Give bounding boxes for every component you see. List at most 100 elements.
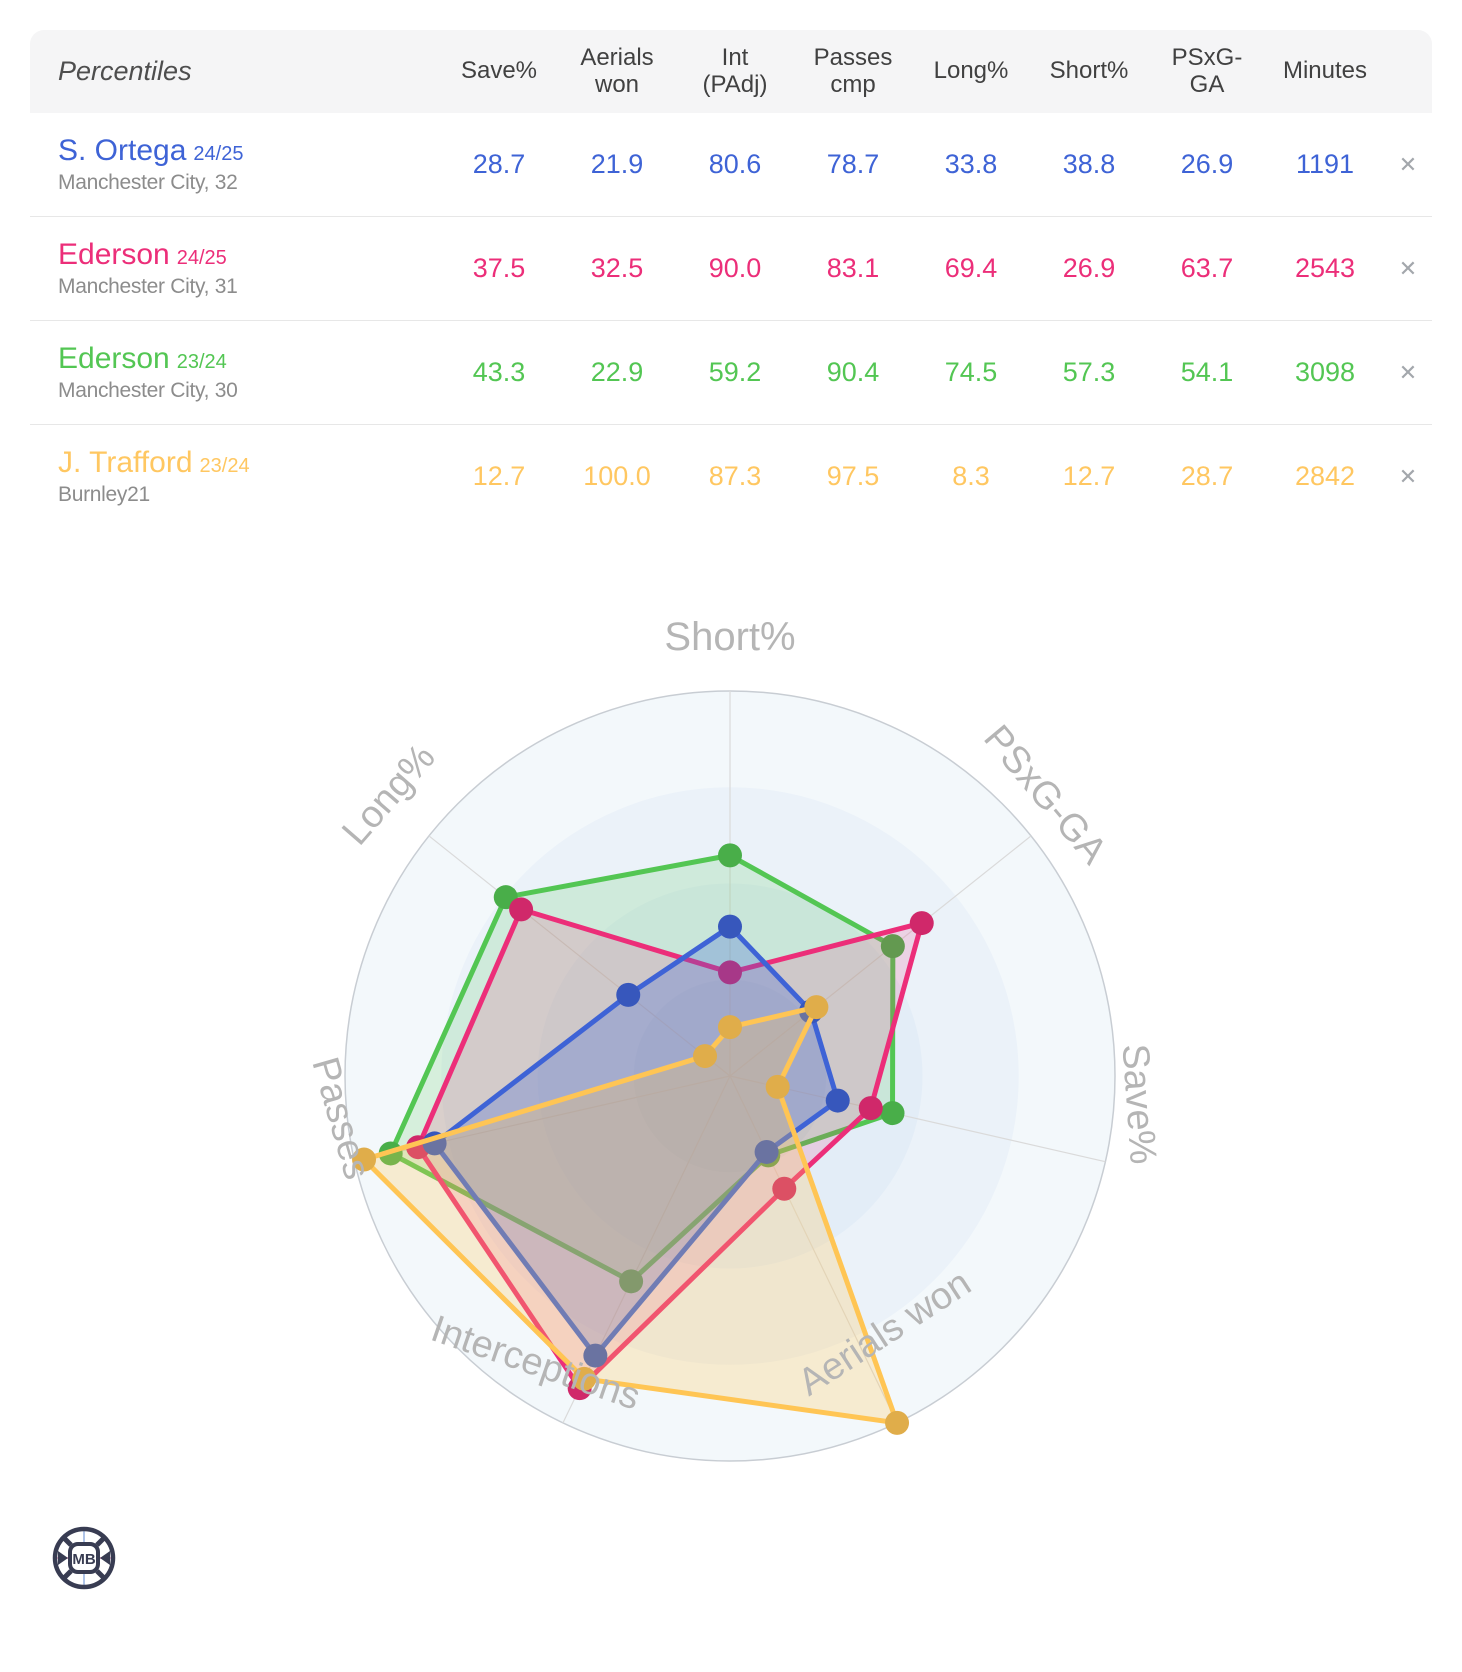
stat-value: 22.9 bbox=[590, 357, 644, 387]
stat-value: 28.7 bbox=[1180, 461, 1234, 491]
table-title: Percentiles bbox=[58, 56, 192, 86]
stat-value: 43.3 bbox=[472, 357, 526, 387]
stat-value: 2543 bbox=[1294, 253, 1356, 283]
stat-value: 38.8 bbox=[1062, 149, 1116, 179]
stat-value: 2842 bbox=[1294, 461, 1356, 491]
player-name-cell[interactable]: S. Ortega 24/25 Manchester City, 32 bbox=[30, 134, 440, 195]
column-header-1: Aerials won bbox=[580, 43, 654, 98]
radar-data-point bbox=[718, 914, 742, 939]
radar-data-point bbox=[765, 1074, 790, 1099]
stat-value: 37.5 bbox=[472, 253, 526, 283]
radar-data-point bbox=[772, 1176, 797, 1201]
stat-value: 97.5 bbox=[826, 461, 880, 491]
stat-value: 54.1 bbox=[1180, 357, 1234, 387]
stat-value: 12.7 bbox=[1062, 461, 1116, 491]
stat-value: 1191 bbox=[1295, 149, 1355, 179]
player-name-cell[interactable]: Ederson 24/25 Manchester City, 31 bbox=[30, 238, 440, 299]
table-row: S. Ortega 24/25 Manchester City, 32 28.7 21.… bbox=[30, 113, 1432, 217]
stat-value: 8.3 bbox=[952, 461, 990, 491]
logo-spoke bbox=[60, 1569, 73, 1582]
stat-value: 21.9 bbox=[590, 149, 644, 179]
logo-spoke bbox=[95, 1534, 108, 1547]
radar-data-point bbox=[572, 1366, 597, 1391]
player-season: 23/24 bbox=[176, 351, 227, 373]
stat-value: 57.3 bbox=[1062, 357, 1116, 387]
radar-grid-spoke bbox=[729, 1075, 1106, 1163]
radar-data-point bbox=[718, 1015, 742, 1040]
remove-player-button[interactable]: ✕ bbox=[1398, 255, 1418, 281]
radar-axis-label: Short% bbox=[664, 615, 795, 659]
stat-value: 100.0 bbox=[583, 461, 651, 491]
radar-data-point bbox=[754, 1139, 779, 1164]
table-header-row: Percentiles Save% Aerials won Int (PAdj) Pa… bbox=[30, 30, 1432, 113]
column-header-0: Save% bbox=[460, 57, 538, 85]
remove-player-button[interactable]: ✕ bbox=[1398, 359, 1418, 385]
remove-player-button[interactable]: ✕ bbox=[1398, 463, 1418, 489]
logo-spoke bbox=[95, 1569, 108, 1582]
stat-value: 69.4 bbox=[944, 253, 998, 283]
radar-data-point bbox=[825, 1088, 850, 1113]
stat-value: 33.8 bbox=[944, 149, 998, 179]
radar-data-point bbox=[880, 1101, 905, 1126]
stat-value: 12.7 bbox=[472, 461, 526, 491]
stat-value: 74.5 bbox=[944, 357, 998, 387]
table-row: J. Trafford 23/24 Burnley21 12.7 100.0 87.3 97… bbox=[30, 425, 1432, 528]
column-header-2: Int (PAdj) bbox=[702, 43, 768, 98]
table-row: Ederson 23/24 Manchester City, 30 43.3 22.9 5… bbox=[30, 321, 1432, 425]
logo-spoke bbox=[60, 1534, 73, 1547]
stat-value: 26.9 bbox=[1062, 253, 1116, 283]
player-name[interactable]: Ederson bbox=[58, 342, 170, 375]
radar-data-point bbox=[352, 1147, 377, 1172]
player-name[interactable]: S. Ortega bbox=[58, 134, 187, 167]
stat-value: 78.7 bbox=[826, 149, 880, 179]
column-header-4: Long% bbox=[933, 57, 1009, 85]
player-club-age: Manchester City, 30 bbox=[58, 379, 238, 402]
table-body: S. Ortega 24/25 Manchester City, 32 28.7 21.… bbox=[30, 113, 1432, 528]
logo-ball-ring bbox=[52, 1526, 116, 1590]
radar-data-point bbox=[718, 960, 742, 985]
player-name-cell[interactable]: Ederson 23/24 Manchester City, 30 bbox=[30, 342, 440, 403]
stat-value: 87.3 bbox=[708, 461, 762, 491]
stat-value: 63.7 bbox=[1180, 253, 1234, 283]
remove-player-button[interactable]: ✕ bbox=[1398, 151, 1418, 177]
radar-grid-spoke bbox=[428, 835, 731, 1077]
stat-value: 59.2 bbox=[708, 357, 762, 387]
radar-grid-spoke bbox=[729, 1075, 898, 1424]
stat-value: 90.4 bbox=[826, 357, 880, 387]
player-season: 23/24 bbox=[199, 455, 250, 477]
stat-value: 3098 bbox=[1294, 357, 1356, 387]
column-header-3: Passes cmp bbox=[813, 43, 893, 98]
column-header-5: Short% bbox=[1049, 57, 1129, 85]
stat-value: 90.0 bbox=[708, 253, 762, 283]
column-header-7: Minutes bbox=[1282, 57, 1368, 85]
stat-value: 80.6 bbox=[708, 149, 762, 179]
radar-axis-label: Long% bbox=[334, 736, 443, 853]
stat-value: 83.1 bbox=[826, 253, 880, 283]
logo-badge bbox=[68, 1542, 100, 1574]
table-row: Ederson 24/25 Manchester City, 31 37.5 32.5 9… bbox=[30, 217, 1432, 321]
radar-data-point bbox=[885, 1410, 910, 1435]
player-club-age: Manchester City, 31 bbox=[58, 275, 238, 298]
radar-data-point bbox=[909, 911, 934, 936]
radar-data-point bbox=[804, 995, 829, 1020]
stat-value: 28.7 bbox=[472, 149, 526, 179]
column-header-6: PSxG- GA bbox=[1171, 43, 1243, 98]
player-club-age: Manchester City, 32 bbox=[58, 171, 238, 194]
percentiles-table-card: Percentiles Save% Aerials won Int (PAdj) Pa… bbox=[30, 30, 1432, 528]
player-name[interactable]: Ederson bbox=[58, 238, 170, 271]
logo-wedge bbox=[58, 1551, 68, 1565]
player-name[interactable]: J. Trafford bbox=[58, 446, 193, 479]
radar-data-point bbox=[619, 1269, 644, 1294]
radar-data-point bbox=[616, 982, 641, 1007]
radar-data-point bbox=[509, 897, 534, 922]
stat-value: 26.9 bbox=[1180, 149, 1234, 179]
radar-data-point bbox=[718, 843, 742, 868]
radar-grid-spoke bbox=[729, 835, 1032, 1077]
radar-series-polygon bbox=[415, 906, 925, 1391]
radar-data-point bbox=[880, 934, 905, 959]
player-season: 24/25 bbox=[193, 143, 244, 165]
radar-data-point bbox=[693, 1044, 718, 1069]
player-name-cell[interactable]: J. Trafford 23/24 Burnley21 bbox=[30, 446, 440, 507]
radar-axis-label: Save% bbox=[1114, 1043, 1164, 1166]
